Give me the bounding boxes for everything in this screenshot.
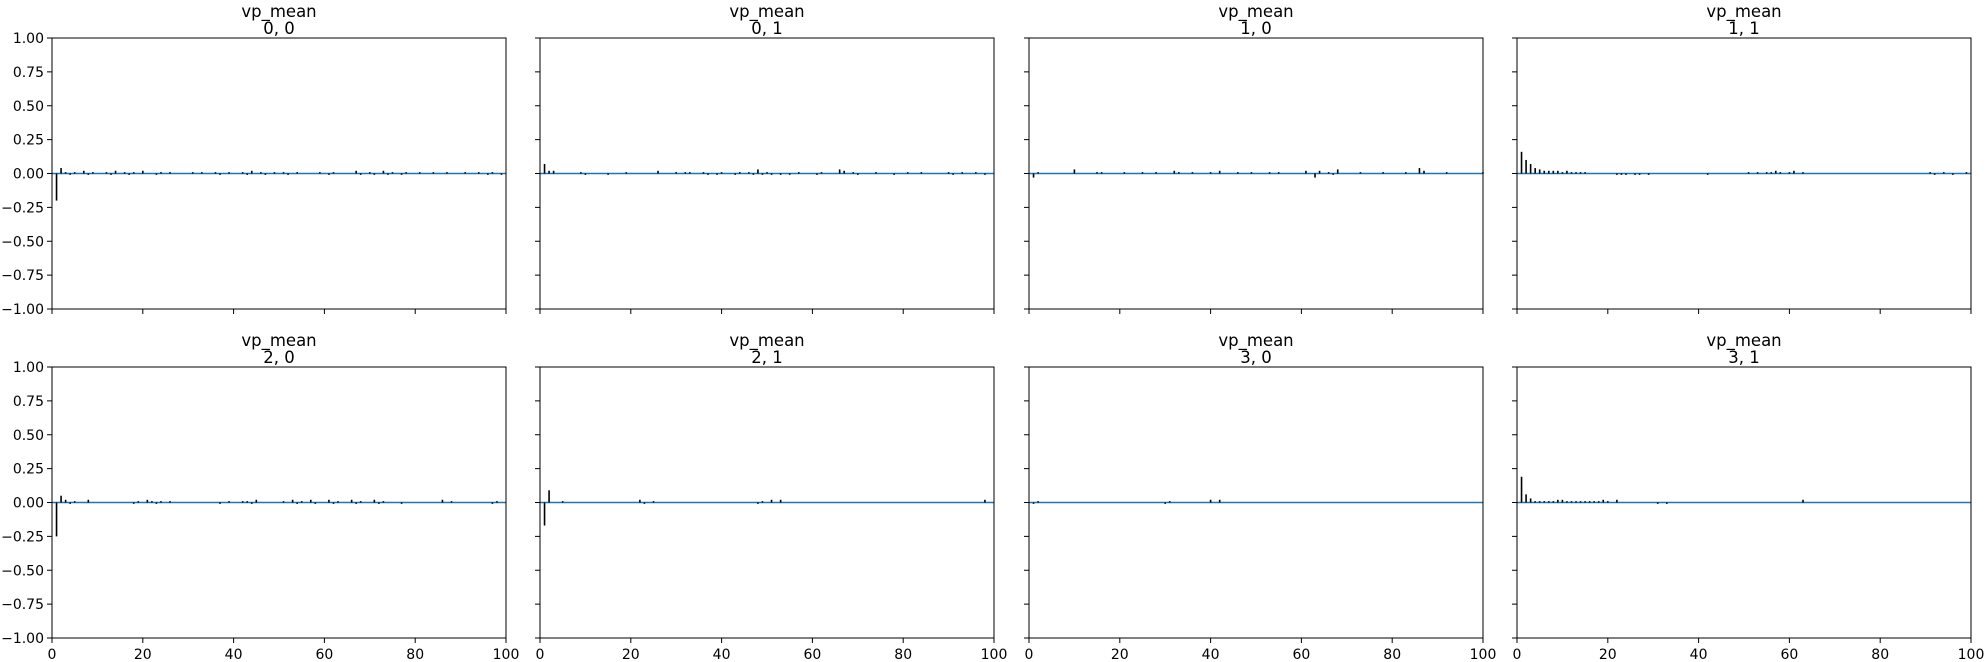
y-tick-label: −0.50: [1, 563, 44, 579]
x-tick-label: 100: [1470, 647, 1497, 662]
y-tick-label: −1.00: [1, 302, 44, 318]
x-tick-label: 20: [622, 647, 640, 662]
x-tick-label: 0: [536, 647, 545, 662]
x-tick-label: 20: [1599, 647, 1617, 662]
y-tick-label: −0.50: [1, 234, 44, 250]
y-tick-label: −0.25: [1, 529, 44, 545]
panel-title-coords: 0, 0: [263, 19, 295, 38]
panel-title-coords: 2, 1: [751, 348, 783, 367]
x-tick-label: 0: [1513, 647, 1522, 662]
panel-title-variable: vp_mean: [1218, 331, 1293, 351]
y-tick-label: 0.50: [13, 428, 44, 444]
y-tick-label: −0.75: [1, 597, 44, 613]
panel-title-coords: 2, 0: [263, 348, 295, 367]
panel-title-coords: 1, 1: [1728, 19, 1760, 38]
panel-title-coords: 3, 1: [1728, 348, 1760, 367]
panel-title-variable: vp_mean: [241, 331, 316, 351]
x-tick-label: 100: [981, 647, 1008, 662]
y-tick-label: 0.50: [13, 99, 44, 115]
y-tick-label: 1.00: [13, 360, 44, 376]
x-tick-label: 20: [134, 647, 152, 662]
y-tick-label: 0.75: [13, 65, 44, 81]
panel-title-variable: vp_mean: [1706, 2, 1781, 22]
x-tick-label: 60: [803, 647, 821, 662]
x-tick-label: 100: [1958, 647, 1985, 662]
x-tick-label: 0: [1025, 647, 1034, 662]
panel-title-variable: vp_mean: [1706, 331, 1781, 351]
y-tick-label: −0.25: [1, 200, 44, 216]
x-tick-label: 0: [48, 647, 57, 662]
x-tick-label: 60: [315, 647, 333, 662]
x-tick-label: 60: [1780, 647, 1798, 662]
x-tick-label: 100: [493, 647, 520, 662]
y-tick-label: 0.00: [13, 496, 44, 512]
y-tick-label: 0.25: [13, 133, 44, 149]
x-tick-label: 80: [406, 647, 424, 662]
y-tick-label: 0.00: [13, 167, 44, 183]
y-tick-label: −1.00: [1, 631, 44, 647]
panel-title-variable: vp_mean: [241, 2, 316, 22]
x-tick-label: 80: [1871, 647, 1889, 662]
y-tick-label: 0.75: [13, 394, 44, 410]
x-tick-label: 40: [225, 647, 243, 662]
x-tick-label: 60: [1292, 647, 1310, 662]
panel-title-coords: 0, 1: [751, 19, 783, 38]
y-tick-label: 0.25: [13, 462, 44, 478]
x-tick-label: 20: [1111, 647, 1129, 662]
x-tick-label: 40: [1202, 647, 1220, 662]
panel-title-variable: vp_mean: [1218, 2, 1293, 22]
x-tick-label: 80: [1383, 647, 1401, 662]
x-tick-label: 40: [1690, 647, 1708, 662]
y-tick-label: 1.00: [13, 31, 44, 47]
y-tick-label: −0.75: [1, 268, 44, 284]
panel-title-coords: 3, 0: [1240, 348, 1272, 367]
x-tick-label: 80: [894, 647, 912, 662]
panel-title-coords: 1, 0: [1240, 19, 1272, 38]
panel-title-variable: vp_mean: [729, 2, 804, 22]
panel-title-variable: vp_mean: [729, 331, 804, 351]
x-tick-label: 40: [713, 647, 731, 662]
